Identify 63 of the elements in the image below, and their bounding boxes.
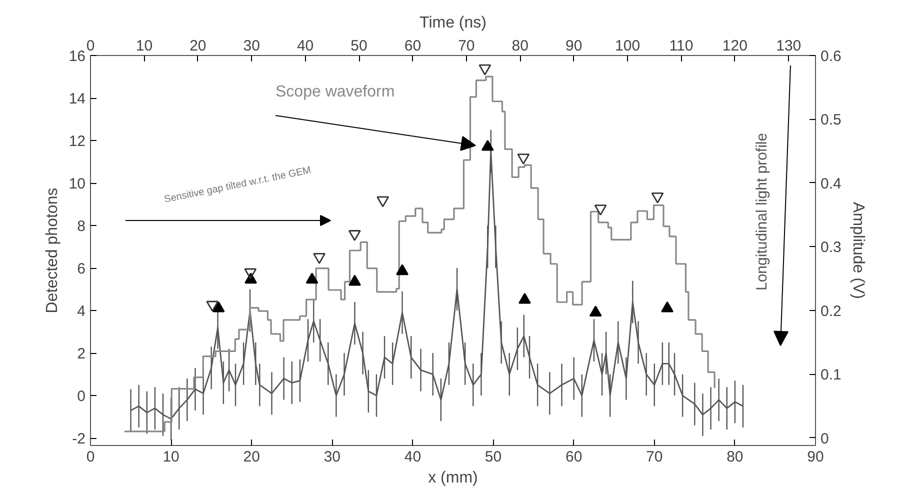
y-tick-label: 0: [77, 388, 86, 406]
point: [481, 140, 494, 151]
point: [651, 192, 664, 204]
y-tick-label: 16: [68, 48, 86, 65]
x-tick-label: 50: [484, 448, 502, 466]
x-tick-label: 60: [565, 448, 582, 466]
point: [594, 204, 607, 216]
y2-tick-label: 0.1: [820, 366, 842, 384]
x2-tick-label: 100: [615, 38, 640, 54]
y-axis-title: Detected photons: [44, 188, 61, 314]
y-tick-label: 12: [68, 133, 86, 150]
y2-tick-label: 0.6: [820, 48, 842, 65]
x2-tick-label: 60: [404, 38, 422, 54]
y-tick-label: 2: [77, 346, 86, 363]
y2-tick-label: 0: [820, 430, 829, 448]
x-tick-label: 70: [646, 448, 663, 466]
point: [661, 301, 674, 312]
point: [518, 292, 531, 304]
x-tick-label: 80: [726, 448, 744, 466]
y-tick-label: 4: [77, 303, 86, 320]
y2-tick-label: 0.4: [820, 175, 842, 192]
x-tick-label: 40: [404, 448, 422, 466]
x2-tick-label: 80: [512, 38, 528, 54]
y-tick-label: 8: [77, 218, 86, 236]
x2-tick-label: 50: [350, 38, 368, 54]
y2-tick-label: 0.5: [820, 112, 842, 129]
x2-tick-label: 10: [136, 38, 153, 54]
x2-tick-label: 90: [565, 38, 582, 54]
x2-tick-label: 110: [669, 38, 694, 54]
x2-tick-label: 30: [243, 38, 260, 54]
point: [306, 272, 318, 284]
y2-tick-label: 0.2: [820, 302, 842, 320]
annotation: Sensitive gap tilted w.r.t. the GEM: [163, 165, 312, 206]
y-tick-label: 14: [68, 90, 86, 108]
x-tick-label: 30: [324, 448, 341, 466]
point: [396, 264, 408, 276]
y-tick-label: 6: [77, 260, 86, 278]
x-axis-title: x (mm): [428, 470, 478, 486]
text: Scope waveform: [276, 84, 395, 100]
x-tick-label: 10: [162, 448, 180, 466]
x2-tick-label: 130: [776, 38, 802, 54]
x2-axis-title: Time (ns): [420, 14, 486, 32]
x-tick-label: 90: [807, 448, 824, 466]
point: [589, 306, 602, 317]
x2-tick-label: 40: [296, 38, 314, 54]
x-tick-label: 20: [243, 448, 260, 466]
x2-tick-label: 120: [722, 38, 748, 54]
point: [348, 274, 361, 286]
y-tick-label: 10: [68, 176, 86, 193]
point: [206, 300, 219, 312]
point: [212, 301, 225, 312]
point: [517, 154, 530, 165]
x2-tick-label: 70: [458, 38, 475, 54]
y2-tick-label: 0.3: [820, 239, 842, 256]
point: [376, 196, 390, 208]
x2-tick-label: 20: [190, 38, 206, 54]
point: [348, 230, 361, 241]
point: [244, 268, 257, 280]
y2-axis-title: Amplitude (V): [849, 202, 866, 299]
point: [478, 64, 492, 76]
text: Longitudinal light profile: [754, 132, 770, 290]
point: [313, 252, 326, 264]
y-tick-label: -2: [72, 430, 86, 448]
